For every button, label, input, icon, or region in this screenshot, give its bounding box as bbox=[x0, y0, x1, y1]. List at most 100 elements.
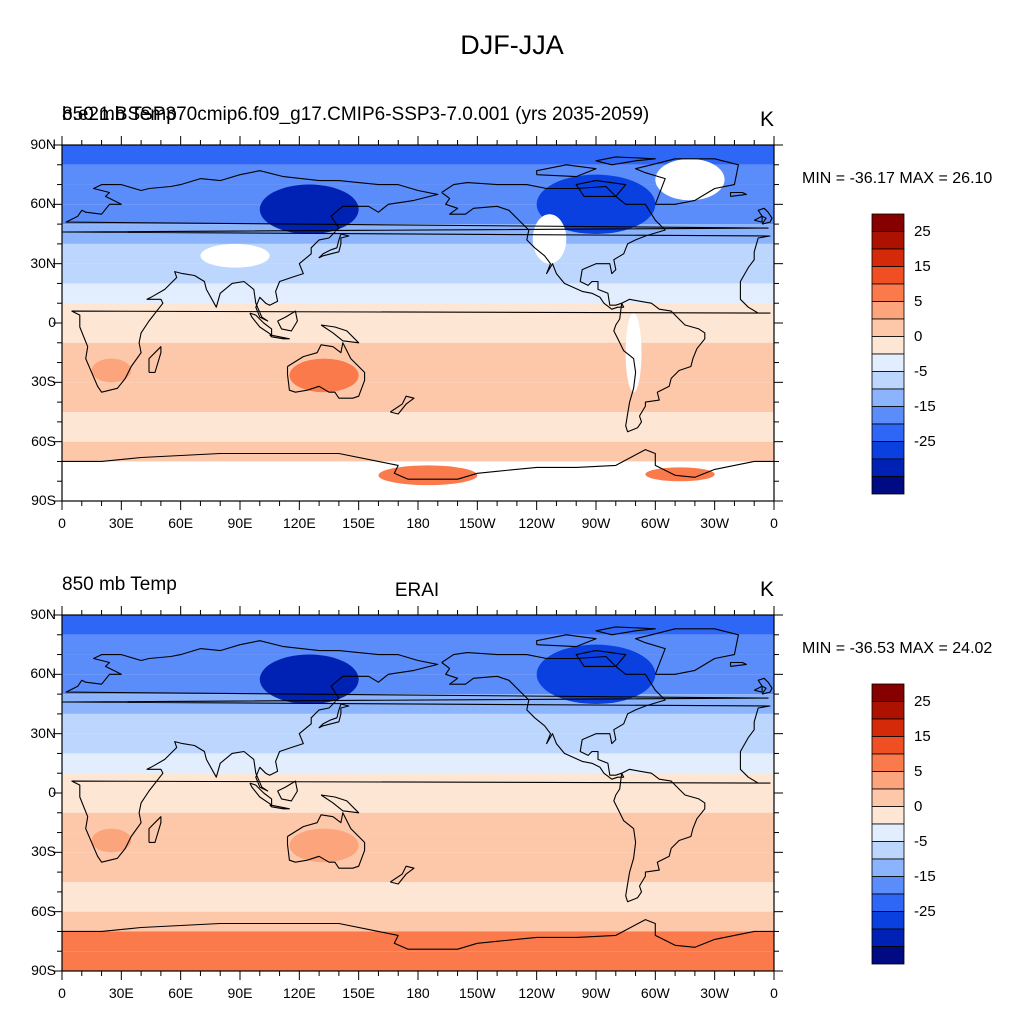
lat-band-0 bbox=[62, 615, 774, 635]
colorbar-label: 25 bbox=[914, 692, 931, 710]
colorbar-swatch bbox=[871, 841, 905, 860]
colorbar-label: 15 bbox=[914, 257, 931, 275]
colorbar-swatch bbox=[871, 406, 905, 425]
lat-tick-label: 90N bbox=[30, 136, 56, 152]
lat-tick-label: 30N bbox=[30, 724, 56, 741]
coastline-9 bbox=[441, 652, 666, 780]
lat-tick-label: 90S bbox=[31, 962, 56, 978]
colorbar-swatch bbox=[871, 893, 905, 912]
feature-2 bbox=[289, 828, 359, 863]
coastline-3 bbox=[318, 703, 350, 729]
colorbar-label: 0 bbox=[914, 797, 923, 815]
lon-tick-label: 90W bbox=[581, 985, 611, 1001]
colorbar-swatch bbox=[871, 318, 905, 337]
colorbar-swatch bbox=[871, 231, 905, 250]
lat-band-6 bbox=[62, 733, 774, 754]
colorbar-swatch bbox=[871, 736, 905, 755]
coastline-2 bbox=[286, 812, 366, 869]
colorbar-swatch bbox=[871, 458, 905, 477]
lat-band-7 bbox=[62, 283, 774, 304]
coastline-1 bbox=[148, 346, 162, 373]
lat-band-1 bbox=[62, 634, 774, 655]
lat-band-10 bbox=[62, 812, 774, 833]
colorbar-swatch bbox=[871, 283, 905, 302]
coastline-3 bbox=[318, 233, 350, 259]
colorbar-swatch bbox=[871, 946, 905, 965]
lon-tick-label: 180 bbox=[406, 985, 430, 1001]
lon-tick-label: 120E bbox=[282, 515, 316, 531]
lon-tick-label: 90E bbox=[227, 515, 253, 531]
lat-band-0 bbox=[62, 145, 774, 165]
feature-5 bbox=[625, 313, 642, 393]
panel1-title-case: b.e21.BSSP370cmip6.f09_g17.CMIP6-SSP3-7.… bbox=[62, 104, 650, 125]
coastline-0 bbox=[61, 640, 771, 863]
colorbar-swatch bbox=[871, 823, 905, 842]
lat-band-11 bbox=[62, 832, 774, 853]
colorbar-swatch bbox=[871, 876, 905, 895]
panel2-minmax: MIN = -36.53 MAX = 24.02 bbox=[802, 640, 993, 657]
lon-tick-label: 60W bbox=[640, 985, 670, 1001]
lon-tick-label: 90W bbox=[581, 515, 611, 531]
colorbar-swatch bbox=[871, 353, 905, 372]
feature-8 bbox=[378, 465, 478, 486]
coastline-15 bbox=[729, 191, 747, 197]
colorbar-label: -25 bbox=[914, 902, 936, 920]
colorbar-swatch bbox=[871, 911, 905, 930]
lon-tick-label: 120W bbox=[518, 515, 555, 531]
feature-3 bbox=[91, 828, 132, 853]
lat-tick-label: 30S bbox=[31, 843, 56, 860]
lon-tick-label: 150E bbox=[342, 515, 375, 531]
colorbar-label: 5 bbox=[914, 292, 923, 310]
lon-tick-label: 120W bbox=[518, 985, 555, 1001]
colorbar-swatch bbox=[871, 788, 905, 807]
colorbar-swatch bbox=[871, 718, 905, 737]
lon-tick-label: 0 bbox=[58, 515, 66, 531]
lat-tick-label: 90N bbox=[30, 606, 56, 622]
coastline-17 bbox=[757, 207, 773, 225]
lat-band-14 bbox=[62, 911, 774, 932]
lat-band-12 bbox=[62, 382, 774, 412]
lat-band-2 bbox=[62, 654, 774, 675]
lat-band-10 bbox=[62, 342, 774, 363]
lon-tick-label: 30W bbox=[700, 985, 730, 1001]
coastline-10 bbox=[613, 298, 706, 433]
lat-band-13 bbox=[62, 412, 774, 442]
feature-2 bbox=[200, 243, 270, 268]
colorbar-swatch bbox=[871, 423, 905, 442]
colorbar-label: -15 bbox=[914, 867, 936, 885]
lon-tick-label: 150E bbox=[342, 985, 375, 1001]
lon-tick-label: 180 bbox=[406, 515, 430, 531]
colorbar-swatch bbox=[871, 806, 905, 825]
coastline-14 bbox=[595, 156, 656, 166]
colorbar-label: 25 bbox=[914, 222, 931, 240]
colorbar-swatch bbox=[871, 753, 905, 772]
figure-title: DJF-JJA bbox=[460, 30, 564, 60]
colorbar-label: -5 bbox=[914, 832, 928, 850]
colorbar-swatch bbox=[871, 683, 905, 702]
coastline-8 bbox=[389, 865, 415, 885]
lon-tick-label: 30E bbox=[108, 985, 134, 1001]
feature-9 bbox=[645, 467, 715, 482]
coastline-1 bbox=[148, 816, 162, 843]
coastline-7 bbox=[320, 324, 360, 344]
lat-tick-label: 30N bbox=[30, 254, 56, 271]
colorbar-label: -5 bbox=[914, 362, 928, 380]
coastline-17 bbox=[757, 677, 773, 695]
lat-band-5 bbox=[62, 243, 774, 264]
lat-band-16 bbox=[62, 951, 774, 971]
colorbar-label: -15 bbox=[914, 397, 936, 415]
lon-tick-label: 120E bbox=[282, 985, 316, 1001]
coastline-0 bbox=[61, 170, 771, 393]
panel1-minmax: MIN = -36.17 MAX = 26.10 bbox=[802, 170, 993, 187]
coastline-11 bbox=[635, 158, 739, 205]
colorbar-label: 0 bbox=[914, 327, 923, 345]
coastline-9 bbox=[441, 182, 666, 310]
lat-band-6 bbox=[62, 263, 774, 284]
lat-band-11 bbox=[62, 362, 774, 383]
coastline-15 bbox=[729, 661, 747, 667]
lon-tick-label: 0 bbox=[770, 985, 778, 1001]
lat-tick-label: 60N bbox=[30, 195, 56, 212]
coastline-10 bbox=[613, 768, 706, 903]
coastline-18 bbox=[62, 449, 774, 480]
lat-band-5 bbox=[62, 713, 774, 734]
